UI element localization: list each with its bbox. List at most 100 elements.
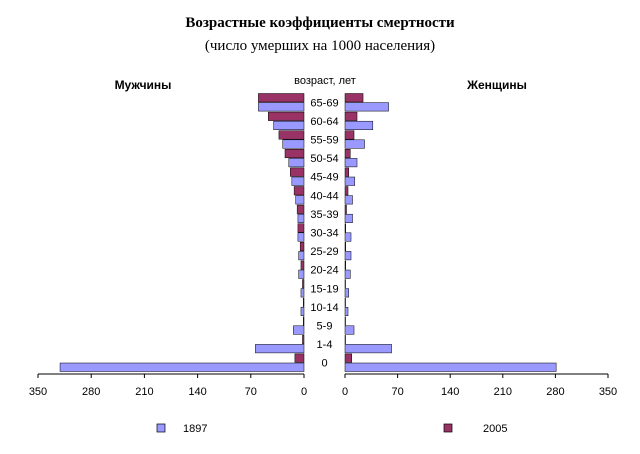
age-label-40-44: 40-44 bbox=[310, 190, 338, 202]
tick-label-right-140: 140 bbox=[441, 386, 459, 398]
bar-male-1897-60-64 bbox=[273, 120, 305, 130]
bar-male-2005-60-64 bbox=[268, 111, 305, 121]
bar-male-2005-55-59 bbox=[278, 130, 305, 140]
bar-male-1897-20-24 bbox=[298, 269, 305, 279]
bar-male-2005-5-9 bbox=[302, 316, 305, 326]
age-label-55-59: 55-59 bbox=[310, 135, 338, 147]
tick-label-right-350: 350 bbox=[599, 386, 617, 398]
bar-female-1897-5-9 bbox=[344, 325, 355, 335]
bar-male-1897-50-54 bbox=[288, 158, 305, 168]
bar-female-1897-65-69 bbox=[344, 102, 389, 112]
bar-female-1897-15-19 bbox=[344, 288, 350, 298]
bar-female-1897-55-59 bbox=[344, 139, 365, 149]
bar-female-1897-50-54 bbox=[344, 158, 358, 168]
bar-male-1897-15-19 bbox=[300, 288, 305, 298]
bar-male-2005-25-29 bbox=[299, 242, 305, 252]
tick-label-left-0: 0 bbox=[301, 386, 307, 398]
bar-female-2005-0 bbox=[344, 353, 353, 363]
bar-female-1897-20-24 bbox=[344, 269, 351, 279]
bar-female-2005-30-34 bbox=[344, 223, 347, 233]
bar-male-1897-30-34 bbox=[297, 232, 305, 242]
tick-label-left-70: 70 bbox=[245, 386, 257, 398]
bar-female-1897-45-49 bbox=[344, 176, 356, 186]
legend-swatch-1897 bbox=[156, 423, 166, 433]
tick-label-right-280: 280 bbox=[546, 386, 564, 398]
bar-male-2005-50-54 bbox=[284, 149, 305, 159]
bar-female-2005-10-14 bbox=[344, 297, 346, 307]
bar-male-1897-0 bbox=[59, 362, 305, 372]
tick-label-right-0: 0 bbox=[342, 386, 348, 398]
age-label-65-69: 65-69 bbox=[310, 97, 338, 109]
bar-male-1897-55-59 bbox=[282, 139, 305, 149]
age-label-45-49: 45-49 bbox=[310, 172, 338, 184]
bar-female-1897-0 bbox=[344, 362, 557, 372]
bar-female-2005-5-9 bbox=[344, 316, 346, 326]
bar-female-1897-10-14 bbox=[344, 306, 349, 316]
legend-label-2005: 2005 bbox=[483, 423, 507, 435]
legend-label-1897: 1897 bbox=[183, 423, 207, 435]
bar-male-1897-10-14 bbox=[300, 306, 305, 316]
age-label-15-19: 15-19 bbox=[310, 283, 338, 295]
bar-male-1897-40-44 bbox=[295, 195, 305, 205]
bar-female-2005-60-64 bbox=[344, 111, 358, 121]
bar-male-2005-35-39 bbox=[296, 204, 305, 214]
age-label-25-29: 25-29 bbox=[310, 246, 338, 258]
bar-female-1897-60-64 bbox=[344, 120, 374, 130]
bar-male-2005-40-44 bbox=[293, 186, 305, 196]
bar-female-2005-45-49 bbox=[344, 167, 350, 177]
bar-female-2005-25-29 bbox=[344, 242, 347, 252]
age-label-10-14: 10-14 bbox=[310, 302, 338, 314]
chart-subtitle: (число умерших на 1000 населения) bbox=[205, 38, 435, 54]
bar-female-2005-1-4 bbox=[344, 335, 346, 345]
bar-female-2005-15-19 bbox=[344, 279, 346, 289]
tick-label-left-140: 140 bbox=[188, 386, 206, 398]
male-side-label: Мужчины bbox=[115, 78, 172, 92]
bar-male-1897-25-29 bbox=[298, 251, 305, 261]
bar-male-2005-1-4 bbox=[302, 335, 305, 345]
tick-label-left-280: 280 bbox=[82, 386, 100, 398]
age-label-50-54: 50-54 bbox=[310, 153, 338, 165]
age-label-30-34: 30-34 bbox=[310, 228, 338, 240]
tick-label-left-350: 350 bbox=[29, 386, 47, 398]
bar-male-2005-10-14 bbox=[302, 297, 305, 307]
bar-male-1897-5-9 bbox=[293, 325, 305, 335]
age-label-60-64: 60-64 bbox=[310, 116, 338, 128]
bar-male-1897-1-4 bbox=[255, 344, 305, 354]
bar-female-1897-25-29 bbox=[344, 251, 352, 261]
bar-female-2005-40-44 bbox=[344, 186, 349, 196]
bar-male-2005-0 bbox=[294, 353, 305, 363]
age-label-20-24: 20-24 bbox=[310, 265, 338, 277]
bar-male-2005-15-19 bbox=[302, 279, 305, 289]
bar-male-2005-30-34 bbox=[297, 223, 305, 233]
tick-label-right-210: 210 bbox=[494, 386, 512, 398]
bar-male-2005-65-69 bbox=[258, 93, 305, 103]
bar-male-2005-20-24 bbox=[300, 260, 305, 270]
chart-title: Возрастные коэффициенты смертности bbox=[185, 15, 455, 31]
age-label-5-9: 5-9 bbox=[317, 321, 333, 333]
bar-female-2005-35-39 bbox=[344, 204, 347, 214]
bar-female-2005-65-69 bbox=[344, 93, 364, 103]
bar-female-2005-55-59 bbox=[344, 130, 355, 140]
legend-swatch-2005 bbox=[443, 423, 453, 433]
age-axis-title: возраст, лет bbox=[294, 75, 356, 87]
category-labels: 65-69 60-64 55-59 50-54 45-49 40-44 35-39 30-34… bbox=[310, 97, 338, 369]
age-label-1-4: 1-4 bbox=[317, 339, 333, 351]
bar-female-1897-1-4 bbox=[344, 344, 392, 354]
bar-female-1897-35-39 bbox=[344, 213, 353, 223]
tick-label-right-70: 70 bbox=[391, 386, 403, 398]
female-side-label: Женщины bbox=[466, 78, 527, 92]
bars-group bbox=[59, 93, 557, 372]
bar-female-2005-20-24 bbox=[344, 260, 347, 270]
bar-male-1897-65-69 bbox=[258, 102, 305, 112]
age-label-0: 0 bbox=[321, 358, 327, 370]
x-axis-ticks: 350 280 210 140 70 0 0 70 140 210 280 350 bbox=[29, 374, 617, 398]
bar-female-1897-30-34 bbox=[344, 232, 352, 242]
bar-female-2005-50-54 bbox=[344, 149, 351, 159]
bar-female-1897-40-44 bbox=[344, 195, 353, 205]
age-label-35-39: 35-39 bbox=[310, 209, 338, 221]
bar-male-2005-45-49 bbox=[290, 167, 305, 177]
tick-label-left-210: 210 bbox=[135, 386, 153, 398]
bar-male-1897-45-49 bbox=[291, 176, 305, 186]
bar-male-1897-35-39 bbox=[297, 213, 305, 223]
